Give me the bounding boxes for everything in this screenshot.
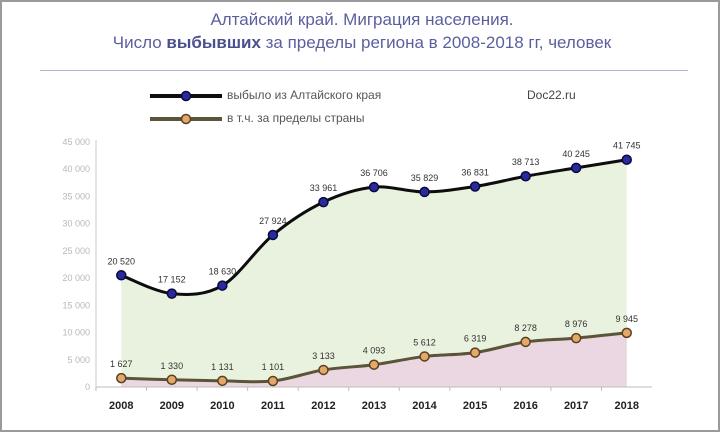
- x-tick-label: 2010: [210, 400, 234, 412]
- series-1-point: [368, 181, 380, 193]
- y-tick-label: 0: [85, 382, 90, 392]
- series-1-data-label: 36 706: [360, 168, 388, 178]
- title-divider: [40, 70, 688, 71]
- series-2-data-label: 9 945: [615, 314, 638, 324]
- x-tick-label: 2015: [463, 400, 487, 412]
- series-2-data-label: 1 101: [262, 362, 285, 372]
- series-1-data-label: 35 829: [411, 173, 439, 183]
- series-2-data-label: 6 319: [464, 334, 487, 344]
- series-2-data-label: 5 612: [413, 337, 436, 347]
- series-2-point: [217, 375, 228, 387]
- series-2-point: [267, 375, 279, 387]
- title-prefix: Число: [112, 33, 167, 52]
- y-tick-label: 40 000: [62, 164, 90, 174]
- x-tick-label: 2009: [160, 400, 184, 412]
- series-1-data-label: 33 961: [310, 183, 338, 193]
- series-2-data-label: 4 093: [363, 346, 386, 356]
- series-2-data-label: 8 976: [565, 319, 588, 329]
- series-2-area: [121, 332, 627, 387]
- x-tick-label: 2014: [412, 400, 437, 412]
- series-1-point: [318, 196, 329, 208]
- series-2-data-label: 8 278: [514, 323, 537, 333]
- series-1-point: [469, 181, 481, 192]
- series-1-data-label: 40 245: [562, 149, 590, 159]
- y-tick-label: 10 000: [62, 328, 90, 338]
- series-1-point: [217, 280, 228, 291]
- series-1-point: [520, 170, 531, 182]
- series-2-data-label: 1 330: [161, 361, 184, 371]
- series-2-point: [419, 351, 430, 362]
- x-tick-label: 2012: [311, 400, 335, 412]
- y-tick-label: 35 000: [62, 191, 90, 201]
- series-1-data-label: 17 152: [158, 275, 186, 285]
- x-tick-label: 2016: [513, 400, 537, 412]
- chart-title-line-2: Число выбывших за пределы региона в 2008…: [0, 33, 724, 53]
- series-1-point: [621, 154, 632, 165]
- series-2-point: [166, 374, 178, 386]
- series-2-point: [318, 364, 329, 376]
- series-1-point: [570, 162, 582, 174]
- title-suffix: за пределы региона в 2008-2018 гг, челов…: [260, 33, 612, 52]
- series-2-point: [469, 347, 481, 358]
- x-tick-label: 2017: [564, 400, 588, 412]
- legend-marker-series-2: [180, 113, 192, 125]
- y-tick-label: 25 000: [62, 246, 90, 256]
- series-1-point: [267, 229, 279, 241]
- y-tick-label: 15 000: [62, 300, 90, 310]
- series-1-data-label: 18 630: [209, 267, 237, 277]
- series-2-data-label: 1 131: [211, 362, 234, 372]
- series-1-data-label: 27 924: [259, 216, 287, 226]
- series-1-area: [121, 159, 627, 387]
- series-2-point: [621, 327, 632, 339]
- title-emphasis: выбывших: [166, 33, 261, 52]
- series-1-point: [166, 288, 178, 299]
- series-1-data-label: 41 745: [613, 141, 641, 151]
- y-tick-label: 45 000: [62, 137, 90, 147]
- x-tick-label: 2013: [362, 400, 386, 412]
- y-tick-label: 20 000: [62, 273, 90, 283]
- series-1-point: [116, 270, 127, 281]
- series-2-data-label: 3 133: [312, 351, 335, 361]
- series-2-point: [116, 372, 127, 384]
- legend-marker-series-1: [180, 90, 192, 102]
- series-1-data-label: 38 713: [512, 157, 540, 167]
- legend-label-series-1: выбыло из Алтайского края: [227, 88, 382, 102]
- series-1-data-label: 36 831: [461, 167, 489, 177]
- x-tick-label: 2011: [261, 400, 285, 412]
- series-1-data-label: 20 520: [108, 256, 136, 266]
- x-tick-label: 2018: [614, 400, 638, 412]
- x-tick-label: 2008: [109, 400, 133, 412]
- legend-label-series-2: в т.ч. за пределы страны: [227, 111, 365, 125]
- series-2-point: [368, 359, 380, 370]
- series-1-point: [419, 186, 430, 198]
- series-2-data-label: 1 627: [110, 359, 133, 369]
- y-tick-label: 5 000: [67, 355, 90, 365]
- series-2-point: [570, 332, 582, 344]
- y-tick-label: 30 000: [62, 219, 90, 229]
- source-label: Doc22.ru: [527, 88, 576, 102]
- series-2-point: [520, 336, 531, 348]
- chart-title-line-1: Алтайский край. Миграция населения.: [210, 10, 514, 29]
